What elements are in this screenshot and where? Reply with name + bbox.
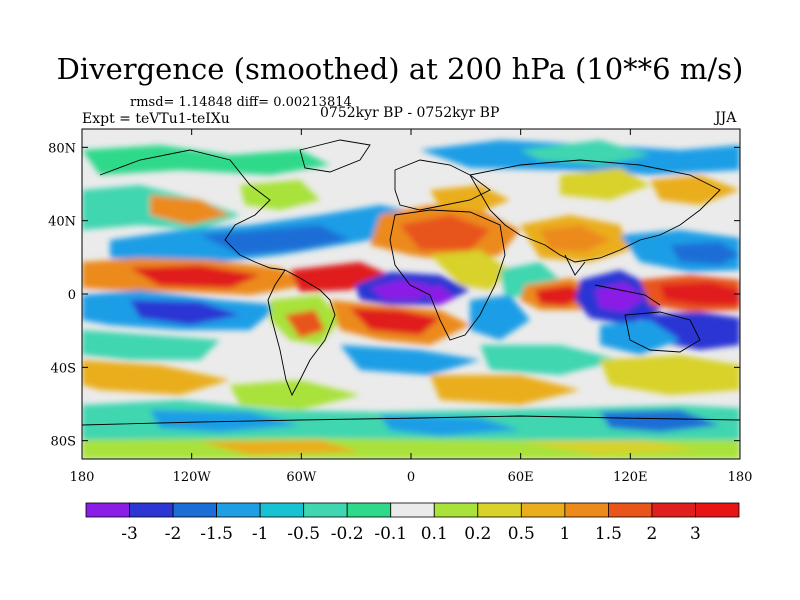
period-label: 0752kyr BP - 0752kyr BP xyxy=(320,105,500,121)
colorbar-label: -1 xyxy=(252,524,269,544)
colorbar-label: -1.5 xyxy=(200,524,233,544)
colorbar-label: -0.2 xyxy=(331,524,364,544)
lat-tick-label: 80N xyxy=(48,141,76,156)
colorbar-swatch xyxy=(259,502,305,518)
colorbar-swatch xyxy=(433,502,479,518)
experiment-label: Expt = teVTu1-teIXu xyxy=(82,111,230,127)
south-america-coast xyxy=(267,269,336,397)
colorbar-label: 0.1 xyxy=(421,524,448,544)
colorbar-label: 2 xyxy=(647,524,658,544)
lon-tick-label: 0 xyxy=(407,470,415,485)
colorbar-label: 0.2 xyxy=(464,524,491,544)
antarctica-coast xyxy=(82,415,740,426)
field-patch xyxy=(420,285,455,306)
coastlines xyxy=(82,139,740,426)
colorbar: -3 -2 -1.5 -1 -0.5 -0.2 -0.1 0.1 0.2 0.5 1 1.5 2 3 xyxy=(85,502,740,544)
india-coast xyxy=(564,254,586,276)
colorbar-swatch xyxy=(651,502,696,518)
field-patch xyxy=(520,440,700,455)
maritime-continent-coast xyxy=(594,284,661,306)
colorbar-label: -2 xyxy=(165,524,182,544)
colorbar-label: 0.5 xyxy=(508,524,535,544)
plot-title: Divergence (smoothed) at 200 hPa (10**6 … xyxy=(56,52,744,86)
field-patch xyxy=(480,345,620,375)
colorbar-label: 1.5 xyxy=(595,524,622,544)
field-patch xyxy=(600,410,720,432)
europe-coast xyxy=(394,159,491,211)
field-patch xyxy=(520,140,650,165)
field-patch xyxy=(340,345,480,375)
north-america-coast xyxy=(99,149,286,271)
lon-tick-label: 180 xyxy=(70,470,95,485)
field-patch xyxy=(200,440,360,455)
colorbar-swatch xyxy=(390,502,435,518)
field-patch xyxy=(350,308,440,335)
field-patch xyxy=(660,282,740,305)
colorbar-swatch xyxy=(172,502,217,518)
colorbar-swatch xyxy=(303,502,348,518)
colorbar-swatch xyxy=(695,502,740,518)
lon-tick-label: 60E xyxy=(508,470,534,485)
lat-tick-label: 0 xyxy=(68,288,76,303)
colorbar-swatch xyxy=(216,502,261,518)
colorbar-label: -0.1 xyxy=(374,524,407,544)
lat-tick-label: 80S xyxy=(51,435,76,450)
australia-coast xyxy=(624,311,701,353)
lon-tick-label: 180 xyxy=(728,470,753,485)
lon-tick-label: 120W xyxy=(173,470,212,485)
colorbar-swatch xyxy=(129,502,174,518)
field-patch xyxy=(470,295,530,340)
asia-coast xyxy=(469,159,721,263)
colorbar-label: -3 xyxy=(121,524,138,544)
field-patch xyxy=(82,330,220,360)
colorbar-swatch xyxy=(477,502,522,518)
axis-ticks: 80N 40N 0 40S 80S 180 120W 60W 0 60E 120E 180 xyxy=(48,129,752,485)
field-patch xyxy=(430,375,580,405)
africa-coast xyxy=(389,209,506,341)
field-patch xyxy=(430,250,510,290)
field-patch xyxy=(600,320,680,355)
field-patch xyxy=(290,262,390,292)
field-patch xyxy=(400,215,490,250)
field-patch xyxy=(130,300,240,325)
field-patch xyxy=(150,410,300,432)
stats-line: rmsd= 1.14848 diff= 0.00213814 xyxy=(130,95,352,110)
colorbar-label: 1 xyxy=(559,524,570,544)
field-patch xyxy=(600,355,740,395)
colorbar-swatch xyxy=(564,502,609,518)
field-patch xyxy=(200,225,350,255)
lon-tick-label: 120E xyxy=(613,470,647,485)
colorbar-swatch xyxy=(608,502,653,518)
divergence-field xyxy=(82,129,740,459)
field-patch xyxy=(82,360,230,395)
colorbar-swatch xyxy=(85,502,130,518)
field-patch xyxy=(370,280,430,300)
field-patch xyxy=(540,225,610,252)
field-patch xyxy=(240,180,320,210)
field-patch xyxy=(595,282,645,312)
field-patch xyxy=(650,175,740,205)
lat-tick-label: 40S xyxy=(51,361,76,376)
field-patch xyxy=(82,145,330,175)
field-patch xyxy=(430,185,510,212)
field-patch xyxy=(670,242,740,265)
lon-tick-label: 60W xyxy=(286,470,317,485)
colorbar-swatch xyxy=(346,502,392,518)
season-label: JJA xyxy=(715,110,737,126)
lat-tick-label: 40N xyxy=(48,215,76,230)
greenland-coast xyxy=(299,139,371,173)
field-patch xyxy=(380,415,520,436)
field-patch xyxy=(230,380,360,410)
colorbar-label: -0.5 xyxy=(287,524,320,544)
field-patch xyxy=(150,195,230,225)
field-patch xyxy=(285,310,325,338)
field-patch xyxy=(130,265,260,288)
field-patch xyxy=(560,168,650,200)
colorbar-swatch xyxy=(520,502,566,518)
colorbar-label: 3 xyxy=(690,524,701,544)
